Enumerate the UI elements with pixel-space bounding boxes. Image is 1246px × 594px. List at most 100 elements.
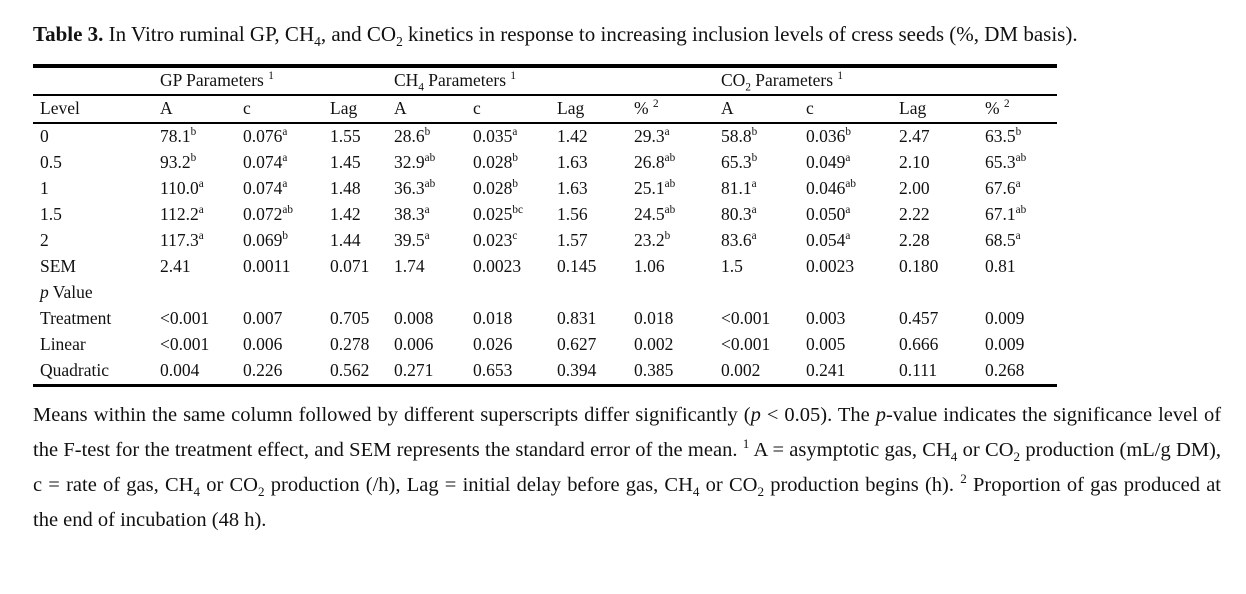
column-header-cell: % 2: [985, 94, 1057, 124]
data-cell: 0.069b: [243, 229, 288, 250]
data-cell: 0.0023: [806, 255, 855, 276]
data-cell: 0.562: [330, 359, 370, 380]
column-header-cell: c: [806, 94, 899, 124]
column-header-cell: Lag: [899, 94, 985, 124]
data-cell: [634, 280, 721, 306]
data-cell: 0.006: [394, 333, 434, 354]
data-cell: 93.2b: [160, 151, 197, 172]
data-cell: 0.145: [557, 255, 597, 276]
data-cell: 0.054a: [806, 229, 851, 250]
data-cell: 0.653: [473, 359, 513, 380]
data-cell: 0.268: [985, 359, 1025, 380]
data-cell: 0.072ab: [243, 203, 293, 224]
column-header-cell: A: [721, 94, 806, 124]
data-cell: 0.180: [899, 255, 939, 276]
table-head: GP Parameters 1 CH4 Parameters 1 CO2 Param…: [33, 65, 1057, 124]
data-cell: 2.41: [160, 255, 191, 276]
data-cell: [985, 280, 1057, 306]
table-footnote: Means within the same column followed by…: [33, 403, 1222, 531]
data-cell: <0.001: [721, 333, 771, 354]
data-cell: 1.63: [557, 177, 588, 198]
data-cell: [330, 280, 394, 306]
data-cell: 0.046ab: [806, 177, 856, 198]
data-cell: 0.018: [634, 307, 674, 328]
row-label: Linear: [40, 333, 86, 354]
data-cell: 83.6a: [721, 229, 757, 250]
table-row: SEM 2.41 0.0011 0.071 1.74 0.0023 0.145 1.06 1.5…: [33, 254, 1057, 280]
data-cell: 0.071: [330, 255, 370, 276]
data-cell: 0.009: [985, 307, 1025, 328]
data-cell: 2.00: [899, 177, 930, 198]
data-cell: 0.028b: [473, 151, 518, 172]
data-cell: 67.1ab: [985, 203, 1027, 224]
data-cell: 67.6a: [985, 177, 1021, 198]
data-cell: 0.036b: [806, 125, 851, 146]
group-header-cell: [33, 65, 160, 96]
data-cell: 0.074a: [243, 151, 288, 172]
data-cell: 1.5: [721, 255, 743, 276]
data-cell: 112.2a: [160, 203, 204, 224]
data-cell: <0.001: [160, 333, 210, 354]
data-cell: 0.004: [160, 359, 200, 380]
data-cell: 0.241: [806, 359, 846, 380]
data-cell: 2.22: [899, 203, 930, 224]
table-row: Linear <0.001 0.006 0.278 0.006 0.026 0.627 0.0…: [33, 332, 1057, 358]
data-cell: 1.42: [330, 203, 361, 224]
column-header-cell: % 2: [634, 94, 721, 124]
data-cell: <0.001: [160, 307, 210, 328]
row-label: SEM: [40, 255, 76, 276]
data-cell: 1.48: [330, 177, 361, 198]
data-cell: 68.5a: [985, 229, 1021, 250]
data-cell: 78.1b: [160, 125, 197, 146]
row-label: Quadratic: [40, 359, 109, 380]
data-cell: [899, 280, 985, 306]
page-root: Table 3. In Vitro ruminal GP, CH4, and C…: [33, 22, 1222, 531]
column-header-cell: Lag: [557, 94, 634, 124]
data-cell: 117.3a: [160, 229, 204, 250]
data-cell: 1.06: [634, 255, 665, 276]
table-row: 0.5 93.2b 0.074a 1.45 32.9ab 0.028b 1.63 26.8ab…: [33, 150, 1057, 176]
table-row: Quadratic 0.004 0.226 0.562 0.271 0.653 0.394 0…: [33, 358, 1057, 386]
data-cell: 23.2b: [634, 229, 671, 250]
table-row: Treatment <0.001 0.007 0.705 0.008 0.018 0.831…: [33, 306, 1057, 332]
data-cell: 26.8ab: [634, 151, 676, 172]
data-cell: 36.3ab: [394, 177, 436, 198]
data-cell: 2.28: [899, 229, 930, 250]
data-cell: 1.45: [330, 151, 361, 172]
column-header-cell: Lag: [330, 94, 394, 124]
data-cell: [160, 280, 243, 306]
row-label: 0: [40, 125, 49, 146]
data-cell: 0.666: [899, 333, 939, 354]
table-body: 0 78.1b 0.076a 1.55 28.6b 0.035a 1.42 29.3a 58.8…: [33, 123, 1057, 386]
group-header-cell: CO2 Parameters 1: [721, 65, 1057, 96]
data-cell: 2.47: [899, 125, 930, 146]
data-cell: 39.5a: [394, 229, 430, 250]
data-cell: 110.0a: [160, 177, 204, 198]
data-cell: 0.627: [557, 333, 597, 354]
table-row: 1 110.0a 0.074a 1.48 36.3ab 0.028b 1.63 25.1ab 8…: [33, 176, 1057, 202]
data-cell: 0.026: [473, 333, 513, 354]
data-cell: 0.457: [899, 307, 939, 328]
data-cell: 0.049a: [806, 151, 851, 172]
data-cell: 0.007: [243, 307, 283, 328]
data-cell: 24.5ab: [634, 203, 676, 224]
group-header-cell: GP Parameters 1: [160, 65, 394, 96]
row-label: 2: [40, 229, 49, 250]
table-caption: Table 3. In Vitro ruminal GP, CH4, and C…: [33, 22, 1078, 50]
column-header-cell: A: [160, 94, 243, 124]
data-cell: 2.10: [899, 151, 930, 172]
data-cell: 1.63: [557, 151, 588, 172]
data-cell: 58.8b: [721, 125, 758, 146]
table-row: p Value: [33, 280, 1057, 306]
column-header-cell: Level: [33, 94, 160, 124]
data-cell: [557, 280, 634, 306]
data-cell: 0.705: [330, 307, 370, 328]
data-cell: 38.3a: [394, 203, 430, 224]
data-cell: 0.831: [557, 307, 597, 328]
data-cell: 0.023c: [473, 229, 518, 250]
data-cell: 0.271: [394, 359, 434, 380]
table-row: 2 117.3a 0.069b 1.44 39.5a 0.023c 1.57 23.2b 83.…: [33, 228, 1057, 254]
data-cell: 0.0023: [473, 255, 522, 276]
data-cell: 65.3b: [721, 151, 758, 172]
data-cell: 1.57: [557, 229, 588, 250]
